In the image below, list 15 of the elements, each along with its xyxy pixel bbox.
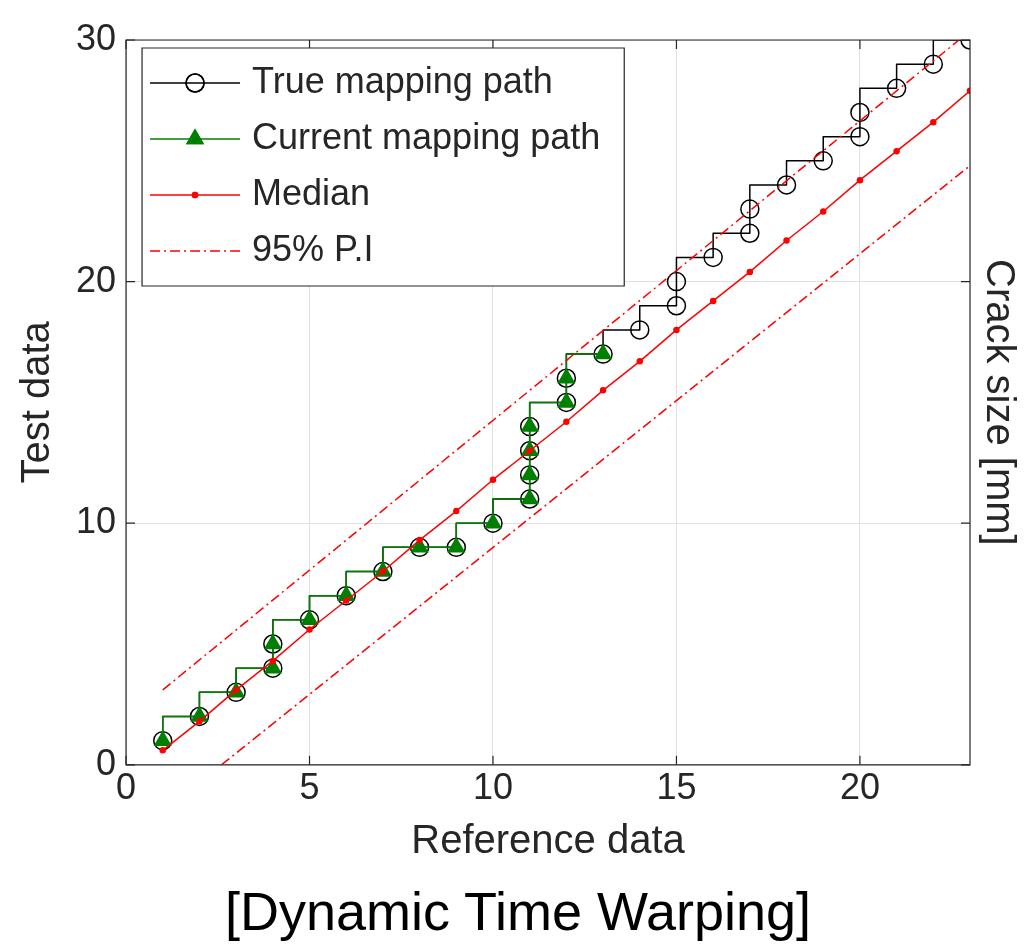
x-tick-label: 15: [656, 766, 697, 808]
y-tick-label: 30: [76, 16, 117, 58]
legend-label: Median: [252, 171, 371, 213]
text: [Dynamic Time Warping]: [224, 880, 812, 941]
legend-label: 95% P.I: [252, 227, 374, 269]
y-tick-label: 20: [76, 258, 117, 300]
y2-axis-title: Crack size [mm]: [978, 259, 1023, 546]
y-tick-label: 10: [76, 500, 117, 542]
y-axis-title: Test data: [13, 320, 58, 484]
x-tick-label: 10: [472, 766, 513, 808]
legend-label: True mapping path: [252, 59, 553, 101]
x-axis-title: Reference data: [411, 817, 686, 862]
legend-label: Current mapping path: [252, 115, 601, 157]
x-tick-label: 5: [299, 766, 320, 808]
x-tick-label: 20: [839, 766, 880, 808]
